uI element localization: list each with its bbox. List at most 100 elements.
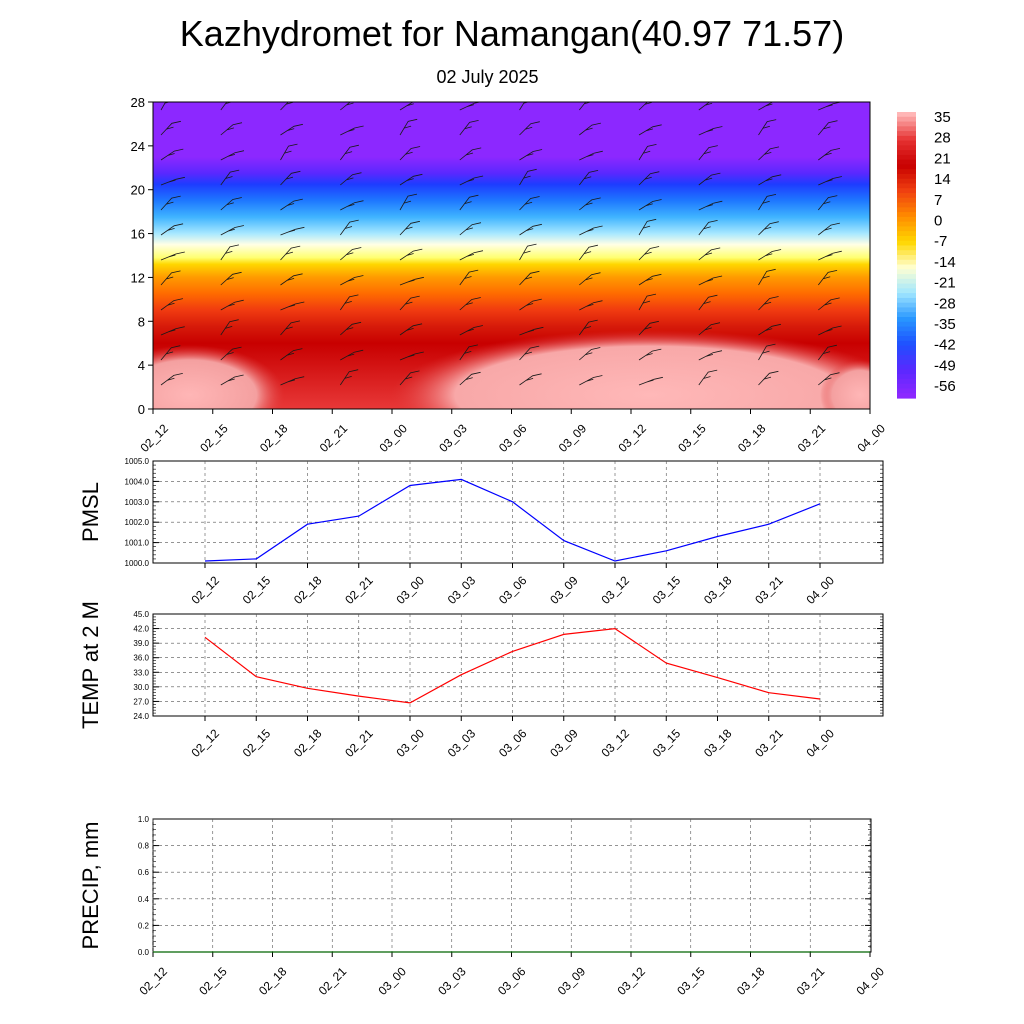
wind-barb: [160, 120, 181, 136]
wind-barb: [698, 275, 723, 286]
colorbar-band: [897, 178, 916, 185]
colorbar-band: [897, 302, 916, 309]
colorbar-band: [897, 293, 916, 299]
wind-barb: [638, 348, 662, 361]
colorbar-band: [897, 269, 916, 275]
precip-xtick-label: 03_09: [555, 964, 589, 998]
wind-barb: [459, 194, 479, 211]
chart-subtitle: 02 July 2025: [436, 67, 539, 87]
precip-xtick-label: 04_00: [853, 964, 887, 998]
colorbar-band: [897, 169, 916, 175]
heatmap-ytick-label: 24: [131, 139, 145, 154]
wind-barb: [758, 343, 776, 361]
wind-barb: [459, 371, 481, 386]
heatmap-xtick-label: 03_09: [556, 421, 590, 455]
colorbar-band: [897, 307, 916, 313]
wind-barb: [340, 102, 354, 111]
pmsl-panel: 1000.0 1001.0 1002.0 1003.0 1004.0 1005.0 02_1…: [78, 457, 884, 607]
wind-barb: [160, 326, 185, 336]
wind-barb: [220, 319, 239, 336]
wind-barb: [818, 297, 840, 311]
wind-barb: [519, 121, 540, 136]
pmsl-xtick-label: 03_12: [598, 573, 632, 607]
wind-barb: [280, 273, 303, 286]
wind-barb: [399, 248, 423, 261]
wind-barb: [519, 298, 542, 311]
wind-barb: [519, 345, 540, 361]
wind-barb: [579, 225, 603, 236]
wind-barb: [459, 120, 479, 136]
colorbar-band: [897, 264, 916, 270]
wind-barb: [399, 295, 420, 311]
wind-barb: [459, 175, 484, 186]
wind-barb: [339, 294, 359, 311]
colorbar-label: 28: [934, 130, 951, 147]
wind-barb: [160, 298, 183, 311]
wind-barb: [579, 197, 601, 211]
colorbar-band: [897, 336, 916, 342]
wind-barb: [638, 376, 663, 386]
colorbar-band: [897, 197, 916, 204]
colorbar-label: -21: [934, 275, 956, 292]
wind-barb: [578, 319, 598, 336]
temp-frame: [152, 613, 884, 717]
colorbar-band: [897, 259, 916, 266]
temp-xtick-label: 03_03: [445, 726, 479, 760]
wind-barb: [280, 123, 303, 136]
colorbar-band: [897, 250, 916, 256]
colorbar-band: [897, 145, 916, 151]
colorbar-band: [897, 140, 916, 146]
temp-ytick-label: 39.0: [133, 639, 149, 648]
temp-ytick-label: 45.0: [133, 610, 149, 619]
wind-barb: [698, 145, 718, 161]
wind-barb: [638, 218, 657, 236]
colorbar-label: 7: [934, 192, 942, 209]
colorbar-band: [897, 359, 916, 366]
wind-barb: [758, 268, 776, 286]
precip-ytick-label: 0.2: [138, 921, 150, 930]
wind-barb: [758, 194, 777, 211]
wind-barb: [817, 344, 837, 361]
colorbar-band: [897, 112, 916, 118]
wind-barb: [220, 197, 242, 211]
wind-barb: [817, 195, 838, 211]
wind-barb: [579, 272, 601, 286]
wind-barb: [758, 119, 777, 136]
precip-ytick-label: 1.0: [138, 815, 150, 824]
heatmap-ytick-label: 8: [138, 314, 145, 329]
colorbar-band: [897, 188, 916, 194]
precip-frame: [152, 818, 872, 953]
colorbar-label: 0: [934, 213, 942, 230]
wind-barb: [339, 219, 359, 236]
wind-barb: [579, 150, 603, 161]
wind-barb: [340, 349, 364, 361]
wind-barb: [399, 323, 423, 336]
heatmap-xtick-label: 03_12: [615, 421, 649, 455]
wind-barb: [698, 322, 721, 336]
temp-ytick-label: 33.0: [133, 668, 149, 677]
colorbar-band: [897, 278, 916, 285]
colorbar-band: [897, 312, 916, 318]
pmsl-ytick-label: 1005.0: [125, 457, 150, 466]
precip-ytick-label: 0.0: [138, 948, 150, 957]
warm-region-center: [390, 330, 870, 409]
wind-barb: [878, 122, 899, 135]
precip-xtick-label: 02_12: [136, 964, 170, 998]
wind-barb: [220, 299, 244, 311]
wind-barb: [878, 272, 898, 285]
heatmap-ytick-label: 12: [131, 270, 145, 285]
temp-xtick-label: 02_21: [342, 726, 376, 760]
wind-barb: [758, 102, 775, 111]
wind-barb: [817, 120, 838, 136]
wind-barb: [399, 370, 420, 386]
wind-barb: [758, 146, 780, 161]
colorbar-band: [897, 121, 916, 127]
heatmap-ytick-label: 0: [138, 402, 145, 417]
temp-xtick-label: 02_12: [188, 726, 222, 760]
wind-barb: [280, 226, 305, 236]
pmsl-xtick-label: 03_00: [393, 573, 427, 607]
colorbar-band: [897, 164, 916, 170]
colorbar-band: [897, 326, 916, 332]
colorbar-band: [897, 126, 916, 132]
temp-ytick-label: 24.0: [133, 712, 149, 721]
